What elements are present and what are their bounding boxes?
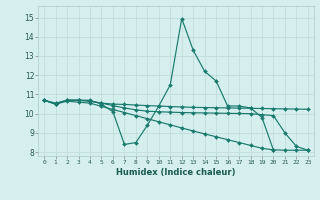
X-axis label: Humidex (Indice chaleur): Humidex (Indice chaleur) [116,168,236,177]
